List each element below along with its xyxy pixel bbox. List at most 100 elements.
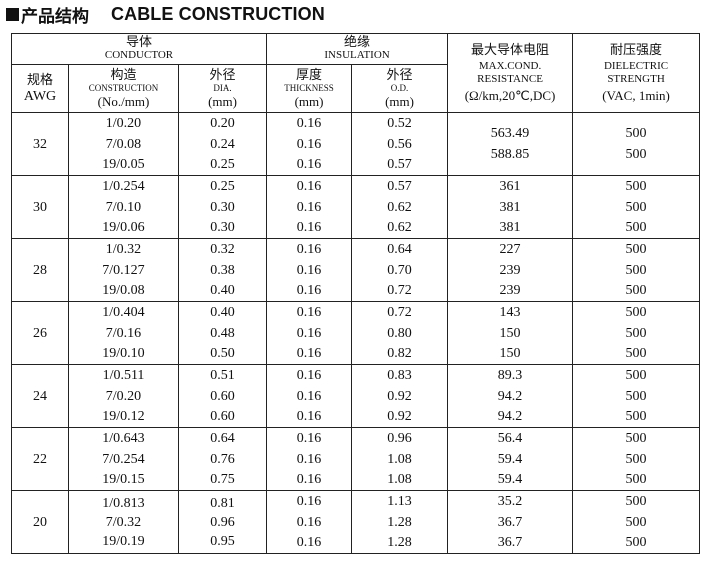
construction-value: 7/0.16 (105, 325, 142, 341)
dia-value: 0.40 (210, 283, 235, 298)
od-value: 1.08 (387, 472, 412, 487)
dia-value: 0.81 (210, 495, 235, 511)
strength-header-zh: 耐压强度 (610, 43, 663, 58)
od-value: 1.13 (387, 494, 412, 509)
thickness-value: 0.16 (296, 535, 322, 550)
od-cell: 0.57 0.62 0.62 (351, 175, 449, 239)
od-cell: 0.83 0.92 0.92 (351, 364, 449, 428)
od-header-unit: (mm) (385, 94, 414, 109)
strength-cell: 500 500 500 (572, 301, 701, 365)
thickness-header-unit: (mm) (294, 94, 324, 109)
dia-value: 0.25 (210, 157, 235, 172)
resistance-value: 563.49 (490, 126, 530, 141)
od-header-zh: 外径 (386, 68, 413, 83)
construction-cell: 1/0.32 7/0.127 19/0.08 (68, 238, 179, 302)
awg-cell: 22 (11, 427, 69, 491)
construction-cell: 1/0.511 7/0.20 19/0.12 (68, 364, 179, 428)
strength-value: 500 (625, 242, 647, 257)
strength-value: 500 (625, 305, 647, 320)
od-header: 外径 O.D. (mm) (351, 64, 449, 113)
strength-value: 500 (625, 325, 647, 341)
dia-header-unit: (mm) (208, 94, 237, 109)
construction-value: 1/0.643 (102, 431, 145, 446)
strength-value: 500 (625, 535, 647, 550)
dia-value: 0.38 (210, 262, 235, 278)
dia-value: 0.48 (210, 325, 235, 341)
thickness-value: 0.16 (296, 283, 322, 298)
resistance-cell: 361 381 381 (447, 175, 574, 239)
od-cell: 1.13 1.28 1.28 (351, 490, 449, 554)
od-value: 0.96 (387, 431, 412, 446)
resistance-header: 最大导体电阻 MAX.COND. RESISTANCE (Ω/km,20℃,DC… (447, 33, 574, 113)
resistance-value: 239 (499, 262, 521, 278)
od-value: 1.28 (387, 535, 412, 550)
dia-value: 0.32 (210, 242, 235, 257)
thickness-header: 厚度 THICKNESS (mm) (266, 64, 353, 113)
table-row: 22 1/0.643 7/0.254 19/0.15 0.64 0.76 0.7… (11, 427, 701, 491)
dia-value: 0.20 (210, 116, 235, 131)
od-value: 0.80 (387, 325, 412, 341)
awg-header: 规格 AWG (11, 64, 69, 113)
dia-value: 0.30 (210, 199, 235, 215)
resistance-value: 89.3 (497, 368, 523, 383)
awg-cell: 24 (11, 364, 69, 428)
od-value: 0.83 (387, 368, 412, 383)
table-row: 26 1/0.404 7/0.16 19/0.10 0.40 0.48 0.50… (11, 301, 701, 365)
resistance-cell: 56.4 59.4 59.4 (447, 427, 574, 491)
strength-value: 500 (625, 514, 647, 530)
resistance-header-en1: MAX.COND. (478, 60, 542, 72)
construction-header-en: CONSTRUCTION (88, 83, 159, 93)
conductor-header: 导体 CONDUCTOR (10, 33, 268, 65)
resistance-cell: 143 150 150 (447, 301, 574, 365)
strength-value: 500 (625, 368, 647, 383)
construction-header-zh: 构造 (110, 68, 137, 83)
insulation-header: 绝缘 INSULATION (266, 33, 449, 65)
insulation-header-zh: 绝缘 (344, 35, 371, 50)
resistance-value: 381 (499, 220, 521, 235)
strength-value: 500 (625, 388, 647, 404)
od-value: 0.82 (387, 346, 412, 361)
dia-cell: 0.51 0.60 0.60 (177, 364, 268, 428)
resistance-value: 36.7 (497, 535, 523, 550)
dia-value: 0.40 (210, 305, 235, 320)
construction-cell: 1/0.254 7/0.10 19/0.06 (68, 175, 179, 239)
construction-value: 7/0.254 (102, 451, 145, 467)
awg-cell: 28 (11, 238, 69, 302)
od-value: 0.57 (387, 157, 412, 172)
construction-header: 构造 CONSTRUCTION (No./mm) (68, 64, 179, 113)
construction-value: 19/0.15 (102, 472, 145, 487)
strength-value: 500 (625, 126, 647, 141)
construction-value: 7/0.32 (105, 514, 142, 530)
thickness-value: 0.16 (296, 472, 322, 487)
od-cell: 0.64 0.70 0.72 (351, 238, 449, 302)
thickness-cell: 0.16 0.16 0.16 (266, 238, 353, 302)
dia-value: 0.51 (210, 368, 235, 383)
thickness-cell: 0.16 0.16 0.16 (266, 490, 353, 554)
awg-cell: 32 (11, 112, 69, 176)
section-title-en: CABLE CONSTRUCTION (111, 3, 325, 24)
table-row: 24 1/0.511 7/0.20 19/0.12 0.51 0.60 0.60… (11, 364, 701, 428)
resistance-value: 59.4 (497, 472, 523, 487)
construction-cell: 1/0.404 7/0.16 19/0.10 (68, 301, 179, 365)
thickness-value: 0.16 (296, 409, 322, 424)
thickness-header-zh: 厚度 (296, 68, 323, 83)
od-cell: 0.52 0.56 0.57 (351, 112, 449, 176)
resistance-header-en2: RESISTANCE (477, 73, 543, 85)
strength-value: 500 (625, 179, 647, 194)
resistance-value: 56.4 (497, 431, 523, 446)
dia-value: 0.95 (210, 533, 235, 549)
dia-value: 0.60 (210, 409, 235, 424)
construction-value: 19/0.05 (102, 157, 145, 172)
resistance-cell: 89.3 94.2 94.2 (447, 364, 574, 428)
thickness-cell: 0.16 0.16 0.16 (266, 364, 353, 428)
od-value: 0.52 (387, 116, 412, 131)
od-value: 1.28 (387, 514, 412, 530)
thickness-value: 0.16 (296, 388, 322, 404)
resistance-value: 35.2 (497, 494, 523, 509)
resistance-header-zh: 最大导体电阻 (471, 43, 550, 58)
strength-value: 500 (625, 199, 647, 215)
dia-header-zh: 外径 (209, 68, 236, 83)
resistance-value: 36.7 (497, 514, 523, 530)
construction-value: 7/0.20 (105, 388, 142, 404)
dia-value: 0.25 (210, 179, 235, 194)
